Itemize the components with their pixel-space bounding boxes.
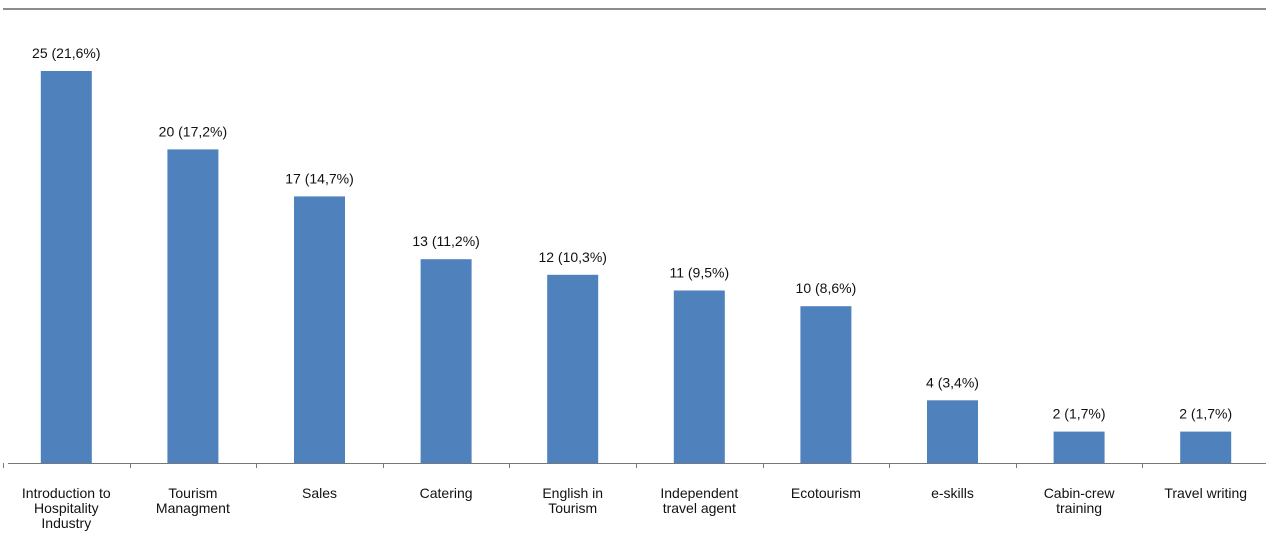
bar-value-label: 12 (10,3%) bbox=[538, 249, 606, 265]
bar-value-label: 25 (21,6%) bbox=[32, 45, 100, 61]
bar bbox=[673, 290, 725, 463]
category-label: Independent bbox=[660, 485, 738, 501]
x-axis-ticks bbox=[3, 463, 1143, 468]
bar-value-label: 10 (8,6%) bbox=[796, 280, 857, 296]
bar-value-label: 2 (1,7%) bbox=[1053, 406, 1106, 422]
category-label: Sales bbox=[302, 485, 337, 501]
bar bbox=[294, 196, 345, 463]
bar-value-label: 13 (11,2%) bbox=[412, 233, 479, 249]
category-label: Industry bbox=[41, 515, 91, 531]
category-label: training bbox=[1056, 500, 1102, 516]
category-label: Managment bbox=[156, 500, 230, 516]
category-label: Catering bbox=[420, 485, 473, 501]
bar-value-label: 17 (14,7%) bbox=[285, 170, 353, 186]
bar bbox=[547, 274, 599, 463]
bar-value-label: 20 (17,2%) bbox=[159, 123, 227, 139]
bar bbox=[927, 400, 978, 463]
category-label: Ecotourism bbox=[791, 485, 861, 501]
category-label: Cabin-crew bbox=[1044, 485, 1116, 501]
bar bbox=[167, 149, 219, 463]
bar bbox=[1180, 431, 1232, 463]
category-label: travel agent bbox=[663, 500, 736, 516]
category-label: Tourism bbox=[168, 485, 217, 501]
data-labels: 25 (21,6%) 20 (17,2%) 17 (14,7%) 13 (11,2%)… bbox=[32, 45, 1232, 422]
category-label: English in bbox=[542, 485, 603, 501]
bar-value-label: 2 (1,7%) bbox=[1179, 406, 1232, 422]
bar bbox=[420, 259, 472, 463]
category-label: Introduction to bbox=[22, 485, 111, 501]
bar bbox=[1053, 431, 1105, 463]
bars-layer bbox=[40, 71, 1232, 463]
category-label: Travel writing bbox=[1164, 485, 1247, 501]
bar bbox=[800, 306, 852, 463]
bar-value-label: 4 (3,4%) bbox=[926, 374, 979, 390]
bar bbox=[40, 71, 92, 463]
category-label: Tourism bbox=[548, 500, 597, 516]
category-label: e-skills bbox=[931, 485, 974, 501]
bar-value-label: 11 (9,5%) bbox=[669, 265, 729, 281]
category-label: Hospitality bbox=[34, 500, 99, 516]
